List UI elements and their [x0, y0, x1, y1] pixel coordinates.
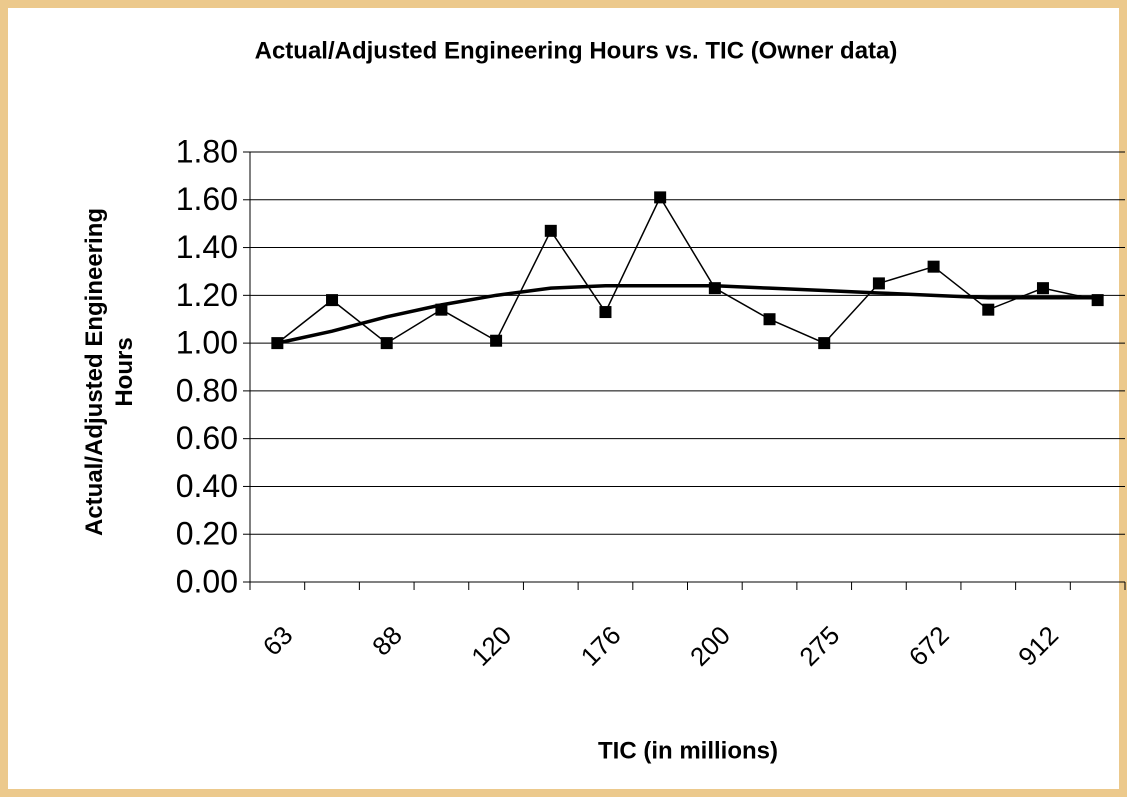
y-tick-label: 0.00 — [176, 563, 238, 599]
x-tick-label: 672 — [903, 620, 955, 672]
y-tick-label: 1.00 — [176, 325, 238, 361]
x-tick-label: 120 — [465, 620, 517, 672]
marker — [380, 337, 393, 350]
x-tick-label: 200 — [684, 620, 736, 672]
x-tick-label: 912 — [1012, 620, 1064, 672]
marker — [654, 191, 667, 204]
y-tick-label: 1.60 — [176, 181, 238, 217]
marker — [599, 306, 612, 319]
x-tick-label: 275 — [793, 620, 845, 672]
marker — [544, 224, 557, 237]
x-tick-label: 176 — [575, 620, 627, 672]
y-tick-label: 0.60 — [176, 420, 238, 456]
y-tick-label: 1.40 — [176, 229, 238, 265]
y-tick-label: 1.80 — [176, 133, 238, 169]
marker — [1036, 282, 1049, 295]
chart-title: Actual/Adjusted Engineering Hours vs. TI… — [255, 37, 898, 64]
marker — [872, 277, 885, 290]
marker — [326, 294, 339, 307]
y-axis-title: Actual/Adjusted Engineering Hours — [81, 207, 138, 537]
marker — [927, 260, 940, 273]
y-tick-label: 0.20 — [176, 516, 238, 552]
marker — [763, 313, 776, 326]
trend-line — [276, 284, 1098, 345]
marker — [982, 303, 995, 316]
y-tick-label: 1.20 — [176, 277, 238, 313]
chart-area — [8, 8, 1119, 789]
x-tick-label: 88 — [366, 620, 408, 662]
marker — [1091, 294, 1104, 307]
marker — [818, 337, 831, 350]
y-tick-label: 0.80 — [176, 372, 238, 408]
data-line — [276, 195, 1098, 345]
x-axis-title: TIC (in millions) — [598, 737, 778, 764]
x-tick-label: 63 — [257, 620, 299, 662]
marker — [490, 334, 503, 347]
marker — [708, 282, 721, 295]
y-tick-label: 0.40 — [176, 468, 238, 504]
